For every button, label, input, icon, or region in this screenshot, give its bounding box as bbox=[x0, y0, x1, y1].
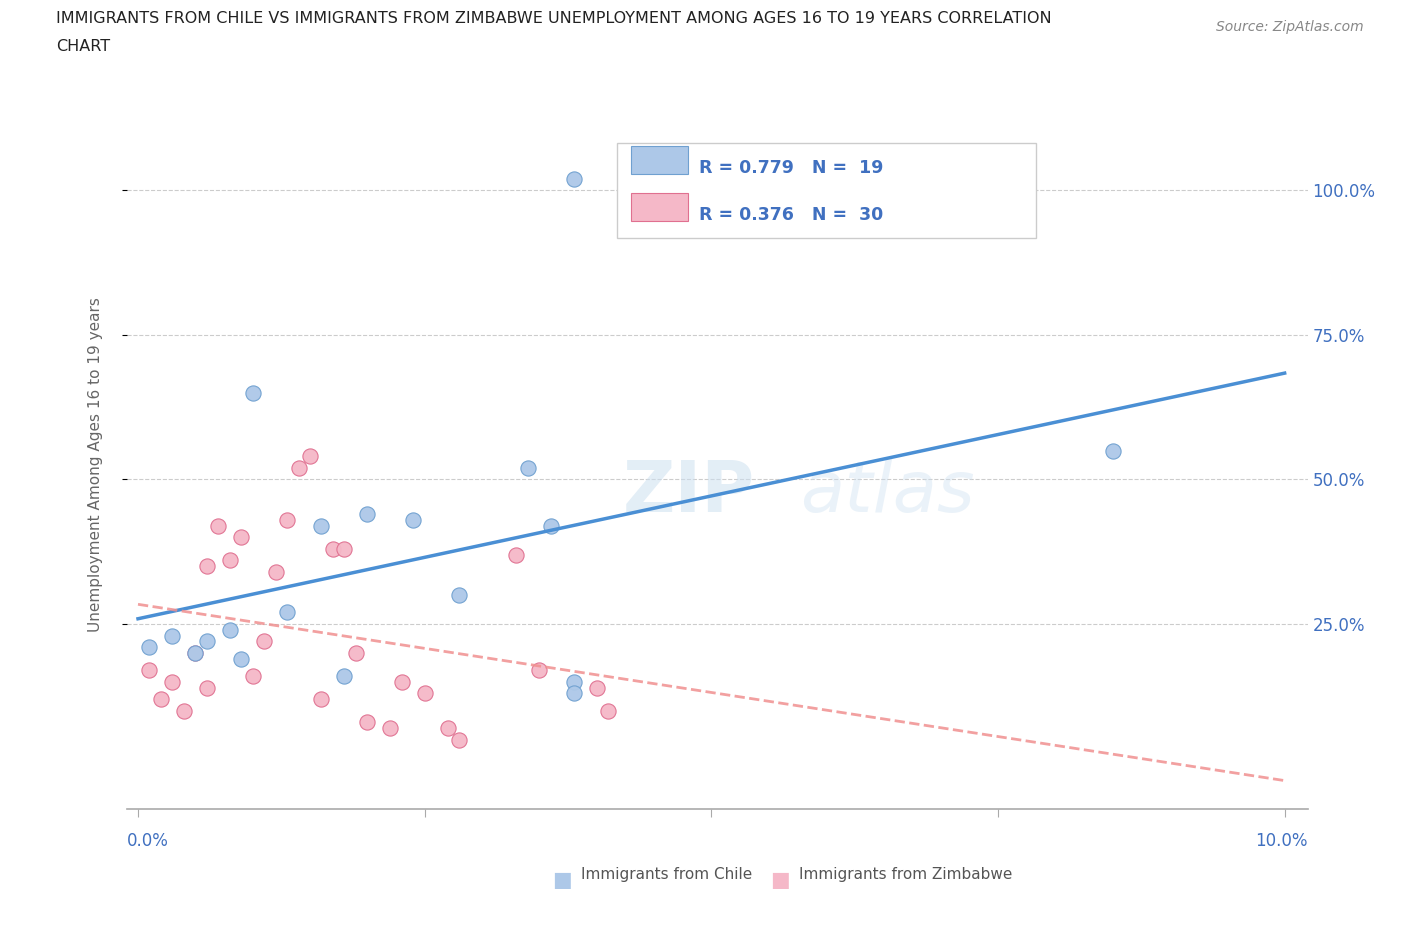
Point bbox=[218, 553, 240, 568]
Point bbox=[1101, 443, 1123, 458]
Point bbox=[562, 686, 585, 701]
Point bbox=[162, 674, 184, 689]
Text: Source: ZipAtlas.com: Source: ZipAtlas.com bbox=[1216, 20, 1364, 34]
Point bbox=[311, 692, 333, 707]
Text: atlas: atlas bbox=[800, 458, 974, 527]
Point bbox=[380, 721, 402, 736]
Point bbox=[253, 634, 276, 649]
Point bbox=[540, 518, 562, 533]
FancyBboxPatch shape bbox=[631, 193, 688, 220]
Point bbox=[562, 674, 585, 689]
Point bbox=[449, 588, 471, 603]
Point bbox=[311, 518, 333, 533]
Point bbox=[207, 518, 229, 533]
Point bbox=[505, 547, 527, 562]
Text: IMMIGRANTS FROM CHILE VS IMMIGRANTS FROM ZIMBABWE UNEMPLOYMENT AMONG AGES 16 TO : IMMIGRANTS FROM CHILE VS IMMIGRANTS FROM… bbox=[56, 11, 1052, 26]
Point bbox=[356, 715, 378, 730]
Text: Immigrants from Chile: Immigrants from Chile bbox=[581, 867, 752, 882]
Point bbox=[138, 640, 160, 655]
Y-axis label: Unemployment Among Ages 16 to 19 years: Unemployment Among Ages 16 to 19 years bbox=[89, 298, 103, 632]
Point bbox=[516, 460, 538, 475]
Point bbox=[562, 171, 585, 186]
Text: ZIP: ZIP bbox=[623, 458, 755, 527]
Point bbox=[231, 530, 253, 545]
Point bbox=[242, 669, 264, 684]
Point bbox=[184, 645, 207, 660]
Point bbox=[231, 651, 253, 666]
Point bbox=[402, 512, 425, 527]
Point bbox=[173, 703, 195, 718]
Point bbox=[287, 460, 309, 475]
Point bbox=[344, 645, 367, 660]
Point bbox=[413, 686, 436, 701]
FancyBboxPatch shape bbox=[617, 143, 1036, 238]
Text: Immigrants from Zimbabwe: Immigrants from Zimbabwe bbox=[799, 867, 1012, 882]
Point bbox=[298, 449, 321, 464]
Point bbox=[138, 663, 160, 678]
Point bbox=[276, 512, 298, 527]
Point bbox=[585, 680, 607, 695]
Point bbox=[264, 565, 287, 579]
Point bbox=[529, 663, 551, 678]
Text: CHART: CHART bbox=[56, 39, 110, 54]
Point bbox=[436, 721, 458, 736]
Text: ■: ■ bbox=[770, 870, 790, 890]
Point bbox=[242, 385, 264, 400]
Point bbox=[333, 541, 356, 556]
Point bbox=[195, 680, 218, 695]
Text: R = 0.779   N =  19: R = 0.779 N = 19 bbox=[699, 159, 884, 177]
Text: R = 0.376   N =  30: R = 0.376 N = 30 bbox=[699, 206, 883, 223]
Point bbox=[195, 559, 218, 574]
Point bbox=[598, 703, 620, 718]
Text: 10.0%: 10.0% bbox=[1256, 832, 1308, 850]
Point bbox=[276, 605, 298, 620]
Text: ■: ■ bbox=[553, 870, 572, 890]
Point bbox=[195, 634, 218, 649]
Point bbox=[149, 692, 172, 707]
Point bbox=[391, 674, 413, 689]
Point bbox=[162, 628, 184, 643]
FancyBboxPatch shape bbox=[631, 146, 688, 174]
Point bbox=[333, 669, 356, 684]
Point bbox=[322, 541, 344, 556]
Point bbox=[184, 645, 207, 660]
Text: 0.0%: 0.0% bbox=[127, 832, 169, 850]
Point bbox=[449, 732, 471, 747]
Point bbox=[218, 622, 240, 637]
Point bbox=[356, 507, 378, 522]
